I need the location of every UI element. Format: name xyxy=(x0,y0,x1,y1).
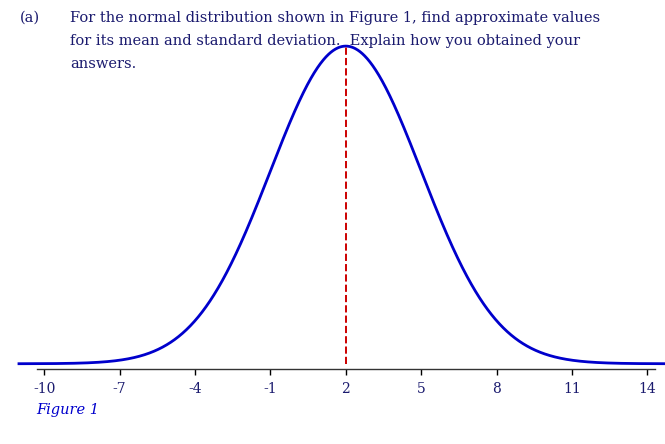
Text: for its mean and standard deviation.  Explain how you obtained your: for its mean and standard deviation. Exp… xyxy=(70,34,580,48)
Text: For the normal distribution shown in Figure 1, find approximate values: For the normal distribution shown in Fig… xyxy=(70,11,600,25)
Text: Figure 1: Figure 1 xyxy=(37,403,100,417)
Text: (a): (a) xyxy=(20,11,40,25)
Text: answers.: answers. xyxy=(70,57,136,71)
